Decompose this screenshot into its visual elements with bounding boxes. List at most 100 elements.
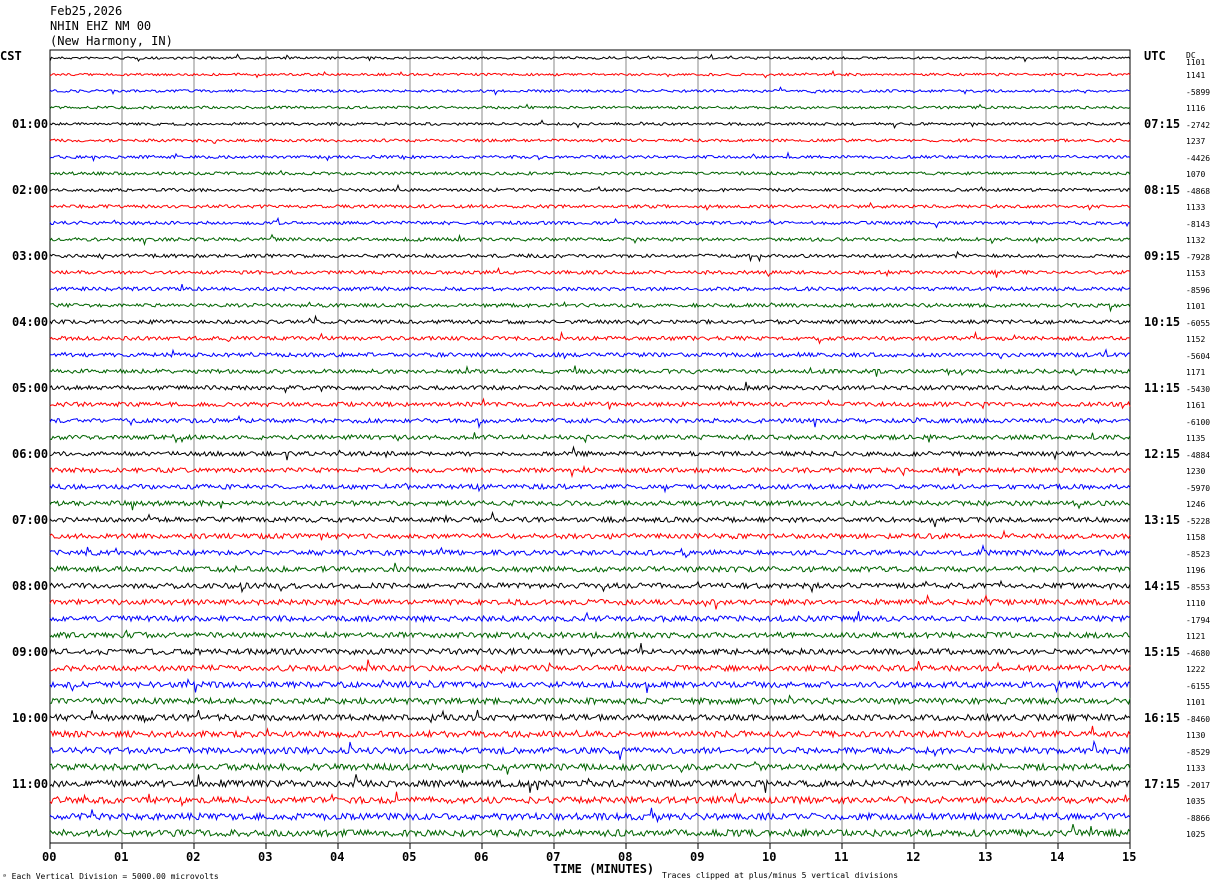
dc-value: 1130 bbox=[1186, 731, 1206, 741]
seismic-trace bbox=[49, 301, 1131, 313]
seismic-trace bbox=[49, 774, 1131, 793]
seismic-trace bbox=[49, 593, 1131, 610]
clip-note: Traces clipped at plus/minus 5 vertical … bbox=[662, 871, 899, 880]
seismic-trace bbox=[49, 709, 1131, 724]
location-label: (New Harmony, IN) bbox=[50, 34, 173, 48]
dc-value: -8553 bbox=[1186, 582, 1210, 592]
seismic-trace bbox=[49, 445, 1131, 461]
dc-value: 1222 bbox=[1186, 665, 1206, 675]
seismic-trace bbox=[49, 283, 1131, 292]
station-label: NHIN EHZ NM 00 bbox=[50, 19, 152, 33]
dc-value: 1121 bbox=[1186, 632, 1206, 642]
seismic-trace bbox=[49, 579, 1131, 594]
dc-value: 1153 bbox=[1186, 269, 1206, 279]
seismic-trace bbox=[49, 739, 1131, 760]
cst-time-label: 04:00 bbox=[12, 314, 49, 329]
dc-value: 1230 bbox=[1186, 467, 1206, 477]
dc-value: 1116 bbox=[1186, 104, 1206, 114]
cst-time-label: 09:00 bbox=[12, 644, 49, 659]
seismic-trace bbox=[49, 397, 1131, 410]
seismic-trace bbox=[49, 365, 1131, 377]
cst-time-label: 05:00 bbox=[12, 380, 49, 395]
seismic-trace bbox=[49, 543, 1131, 559]
utc-time-label: 15:15 bbox=[1144, 644, 1181, 659]
x-tick-label: 04 bbox=[330, 850, 345, 864]
x-tick-label: 10 bbox=[762, 850, 777, 864]
dc-value: -4680 bbox=[1186, 648, 1210, 658]
seismic-trace bbox=[49, 266, 1131, 278]
right-timezone: UTC bbox=[1144, 49, 1166, 63]
seismic-trace bbox=[49, 611, 1131, 624]
dc-value: 1133 bbox=[1186, 764, 1206, 774]
utc-time-label: 10:15 bbox=[1144, 314, 1181, 329]
x-tick-label: 15 bbox=[1122, 850, 1137, 864]
dc-value: -2742 bbox=[1186, 120, 1210, 130]
dc-value: -7928 bbox=[1186, 252, 1210, 262]
seismic-trace bbox=[49, 643, 1131, 658]
utc-time-label: 12:15 bbox=[1144, 446, 1181, 461]
dc-value: -6155 bbox=[1186, 681, 1210, 691]
dc-value: -5970 bbox=[1186, 483, 1210, 493]
cst-time-label: 07:00 bbox=[12, 512, 49, 527]
utc-time-label: 14:15 bbox=[1144, 578, 1181, 593]
seismic-trace bbox=[49, 103, 1131, 110]
dc-value: 1161 bbox=[1186, 401, 1206, 411]
dc-value: 1135 bbox=[1186, 434, 1206, 444]
dc-value: -8523 bbox=[1186, 549, 1210, 559]
dc-value: 1133 bbox=[1186, 203, 1206, 213]
seismic-trace bbox=[49, 216, 1131, 229]
dc-value: -4884 bbox=[1186, 450, 1210, 460]
seismic-trace bbox=[50, 694, 1131, 706]
seismic-trace bbox=[49, 86, 1130, 96]
seismic-trace bbox=[49, 678, 1131, 694]
seismic-trace bbox=[49, 807, 1131, 824]
dc-value: 1132 bbox=[1186, 236, 1206, 246]
seismic-trace bbox=[49, 659, 1131, 675]
seismic-trace bbox=[49, 432, 1131, 444]
seismic-trace bbox=[49, 314, 1131, 326]
utc-time-label: 07:15 bbox=[1144, 116, 1181, 131]
left-timezone: CST bbox=[0, 49, 22, 63]
seismic-trace bbox=[49, 529, 1131, 541]
dc-value: -5228 bbox=[1186, 516, 1210, 526]
dc-value: -8460 bbox=[1186, 714, 1210, 724]
x-tick-label: 02 bbox=[186, 850, 201, 864]
dc-value: 1101 bbox=[1186, 58, 1206, 67]
dc-value: 1158 bbox=[1186, 533, 1206, 543]
cst-time-label: 10:00 bbox=[12, 710, 49, 725]
dc-value: -6055 bbox=[1186, 318, 1210, 328]
cst-time-label: 02:00 bbox=[12, 182, 49, 197]
plot-frame bbox=[49, 49, 1131, 844]
utc-time-label: 16:15 bbox=[1144, 710, 1181, 725]
x-tick-label: 11 bbox=[834, 850, 849, 864]
seismic-trace bbox=[49, 562, 1131, 574]
x-tick-label: 01 bbox=[114, 850, 129, 864]
seismic-trace bbox=[49, 233, 1131, 247]
footer-scale: ᵃ Each Vertical Division = 5000.00 micro… bbox=[2, 872, 219, 881]
seismic-trace bbox=[49, 330, 1131, 345]
seismic-trace bbox=[49, 823, 1131, 839]
seismic-trace bbox=[49, 381, 1131, 394]
x-axis-label: TIME (MINUTES) bbox=[553, 862, 655, 876]
dc-value: 1110 bbox=[1186, 599, 1206, 609]
x-tick-label: 06 bbox=[474, 850, 489, 864]
dc-value: 1035 bbox=[1186, 797, 1206, 807]
date-label: Feb25,2026 bbox=[50, 4, 123, 18]
cst-time-label: 06:00 bbox=[12, 446, 49, 461]
dc-header: DC bbox=[1186, 51, 1196, 60]
dc-value: -8596 bbox=[1186, 285, 1210, 295]
dc-value: 1152 bbox=[1186, 335, 1206, 345]
x-tick-label: 00 bbox=[42, 850, 57, 864]
dc-value: -4426 bbox=[1186, 153, 1210, 163]
scale-text: Each Vertical Division = 5000.00 microvo… bbox=[11, 872, 219, 881]
seismic-trace bbox=[49, 348, 1131, 360]
dc-value: 1070 bbox=[1186, 170, 1206, 180]
seismic-trace bbox=[49, 464, 1131, 479]
utc-time-label: 13:15 bbox=[1144, 512, 1181, 527]
seismic-trace bbox=[49, 499, 1131, 511]
seismic-trace bbox=[49, 760, 1131, 775]
cst-time-label: 03:00 bbox=[12, 248, 49, 263]
dc-value: -8143 bbox=[1186, 219, 1210, 229]
seismic-trace bbox=[49, 69, 1131, 79]
